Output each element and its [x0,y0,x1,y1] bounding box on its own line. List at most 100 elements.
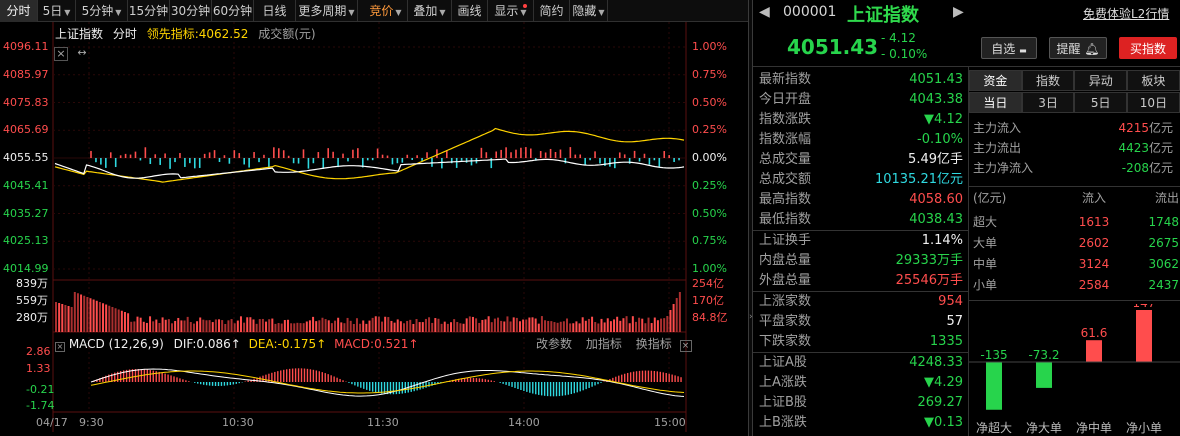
quote-row-label: 指数涨跌 [759,112,812,127]
quote-row-value: 4038.43 [909,212,963,227]
chart-area[interactable]: 上证指数 分时 领先指标:4062.52 成交额(元) × ↔ × MACD (… [0,22,748,436]
prev-stock-icon[interactable]: ◀ [759,4,770,20]
toolbar-item-label: 简约 [539,4,564,18]
index-price-line [54,158,685,179]
toolbar-item-6[interactable]: 日线 [254,0,296,22]
dea-line [90,370,685,394]
macd-level-label: -1.74 [26,399,55,412]
toolbar-item-7[interactable]: 更多周期 ▼ [296,0,358,22]
tab-2[interactable]: 异动 [1074,70,1128,91]
notification-dot-icon [523,4,527,8]
net-flow-label: 净超大 [976,420,1012,435]
toolbar-item-11[interactable]: 显示 ▼ [488,0,534,22]
chevron-down-icon: ▼ [348,8,355,17]
macd-panel-close-icon[interactable]: × [679,340,692,352]
next-stock-icon[interactable]: ▶ [953,4,964,20]
percent-level-label: 0.25% [692,178,727,192]
flow-unit: 亿元 [1149,161,1174,175]
index-code: 000001 [783,4,837,20]
toolbar-item-3[interactable]: 15分钟 [128,0,170,22]
quote-row-value: 4248.33 [909,355,963,370]
l2-trial-link[interactable]: 免费体验L2行情 [1083,7,1170,21]
quote-row-value: 29333万手 [895,253,963,268]
change-params-button[interactable]: 改参数 [536,337,573,351]
flow-unit: 亿元 [1149,121,1174,135]
close-indicator-icon[interactable]: × [54,47,68,61]
chart-canvas[interactable] [0,22,748,436]
collapse-arrow-icon[interactable]: › [749,312,753,322]
quote-row-label: 上B涨跌 [759,415,807,430]
index-name: 上证指数 [847,5,919,26]
percent-level-label: 0.50% [692,206,727,220]
toolbar-item-label: 15分钟 [128,4,169,18]
toolbar-item-label: 5分钟 [81,4,114,18]
size-inflow: 2602 [1078,236,1110,250]
tab-3[interactable]: 板块 [1127,70,1180,91]
flow-value: -208 [1121,161,1149,175]
price-level-label: 4025.13 [3,234,49,248]
buy-index-button[interactable]: 买指数 [1119,37,1177,59]
add-indicator-button[interactable]: 加指标 [585,337,622,351]
panel-splitter[interactable]: › [748,0,753,436]
drag-handle-icon[interactable]: ↔ [77,46,87,59]
switch-indicator-button[interactable]: 换指标 [635,337,672,351]
quote-row-label: 平盘家数 [759,314,812,329]
macd-actions: 改参数 加指标 换指标 × [536,337,692,352]
macd-level-label: -0.21 [26,383,55,396]
quote-row-label: 总成交额 [759,172,812,187]
amount-level-label: 170亿 [692,294,724,307]
period-tab-1[interactable]: 3日 [1021,92,1075,113]
toolbar-item-label: 30分钟 [170,4,211,18]
volume-level-label: 559万 [16,294,48,307]
legend-lead-label: 领先指标: [146,27,199,41]
size-label: 大单 [973,236,998,250]
quote-row-label: 总成交量 [759,152,812,167]
toolbar-item-1[interactable]: 5日 ▼ [38,0,76,22]
toolbar-item-label: 竞价 [369,4,394,18]
period-tab-3[interactable]: 10日 [1127,92,1180,113]
lead-indicator-line [54,127,685,183]
price-level-label: 4014.99 [3,262,49,275]
price-level-label: 4096.11 [3,40,49,53]
quote-row-value: 57 [946,314,963,329]
toolbar-item-13[interactable]: 隐藏 ▼ [570,0,608,22]
quote-row-value: 4043.38 [909,92,963,107]
chevron-down-icon: ▼ [439,8,446,17]
macd-dif: DIF:0.086↑ [173,337,241,351]
percent-level-label: 1.00% [692,40,727,53]
net-flow-bar [986,362,1002,410]
toolbar-item-label: 隐藏 [572,4,597,18]
macd-close-icon[interactable]: × [55,342,65,352]
toolbar-item-label: 日线 [262,4,287,18]
period-tab-2[interactable]: 5日 [1074,92,1128,113]
toolbar-item-10[interactable]: 画线 [452,0,488,22]
flow-label: 主力净流入 [973,161,1034,175]
toolbar-item-label: 画线 [457,4,482,18]
toolbar-item-12[interactable]: 简约 [534,0,570,22]
toolbar-item-label: 分时 [6,4,31,18]
quote-row-label: 今日开盘 [759,92,812,107]
toolbar-item-0[interactable]: 分时 [0,0,38,22]
add-watchlist-button[interactable]: 自选 ▬ [981,37,1037,59]
toolbar-item-5[interactable]: 60分钟 [212,0,254,22]
section-divider [969,300,1180,301]
quote-row-label: 上证A股 [759,355,807,370]
quote-row-value: 5.49亿手 [908,152,963,167]
toolbar-item-label: 更多周期 [298,4,347,18]
toolbar-item-4[interactable]: 30分钟 [170,0,212,22]
set-alert-button[interactable]: 提醒 🔔︎ [1049,37,1107,59]
toolbar-item-2[interactable]: 5分钟 ▼ [76,0,128,22]
period-tab-0[interactable]: 当日 [969,92,1022,113]
quote-panel: ◀ 000001 上证指数 ▶ 免费体验L2行情 4051.43 - 4.12 … [753,0,1180,436]
price-level-label: 4055.55 [3,151,49,164]
tab-0[interactable]: 资金 [969,70,1022,91]
toolbar-item-8[interactable]: 竞价 ▼ [364,0,408,22]
change-percent: - 0.10% [881,47,928,61]
quote-row-value: 1.14% [921,233,963,248]
tab-1[interactable]: 指数 [1021,70,1075,91]
quote-row-label: 最新指数 [759,72,812,87]
time-axis-label: 04/17 [36,416,68,429]
legend-lead-value: 4062.52 [198,27,249,41]
toolbar-item-9[interactable]: 叠加 ▼ [408,0,452,22]
quote-row-value: ▼0.13 [924,415,963,430]
